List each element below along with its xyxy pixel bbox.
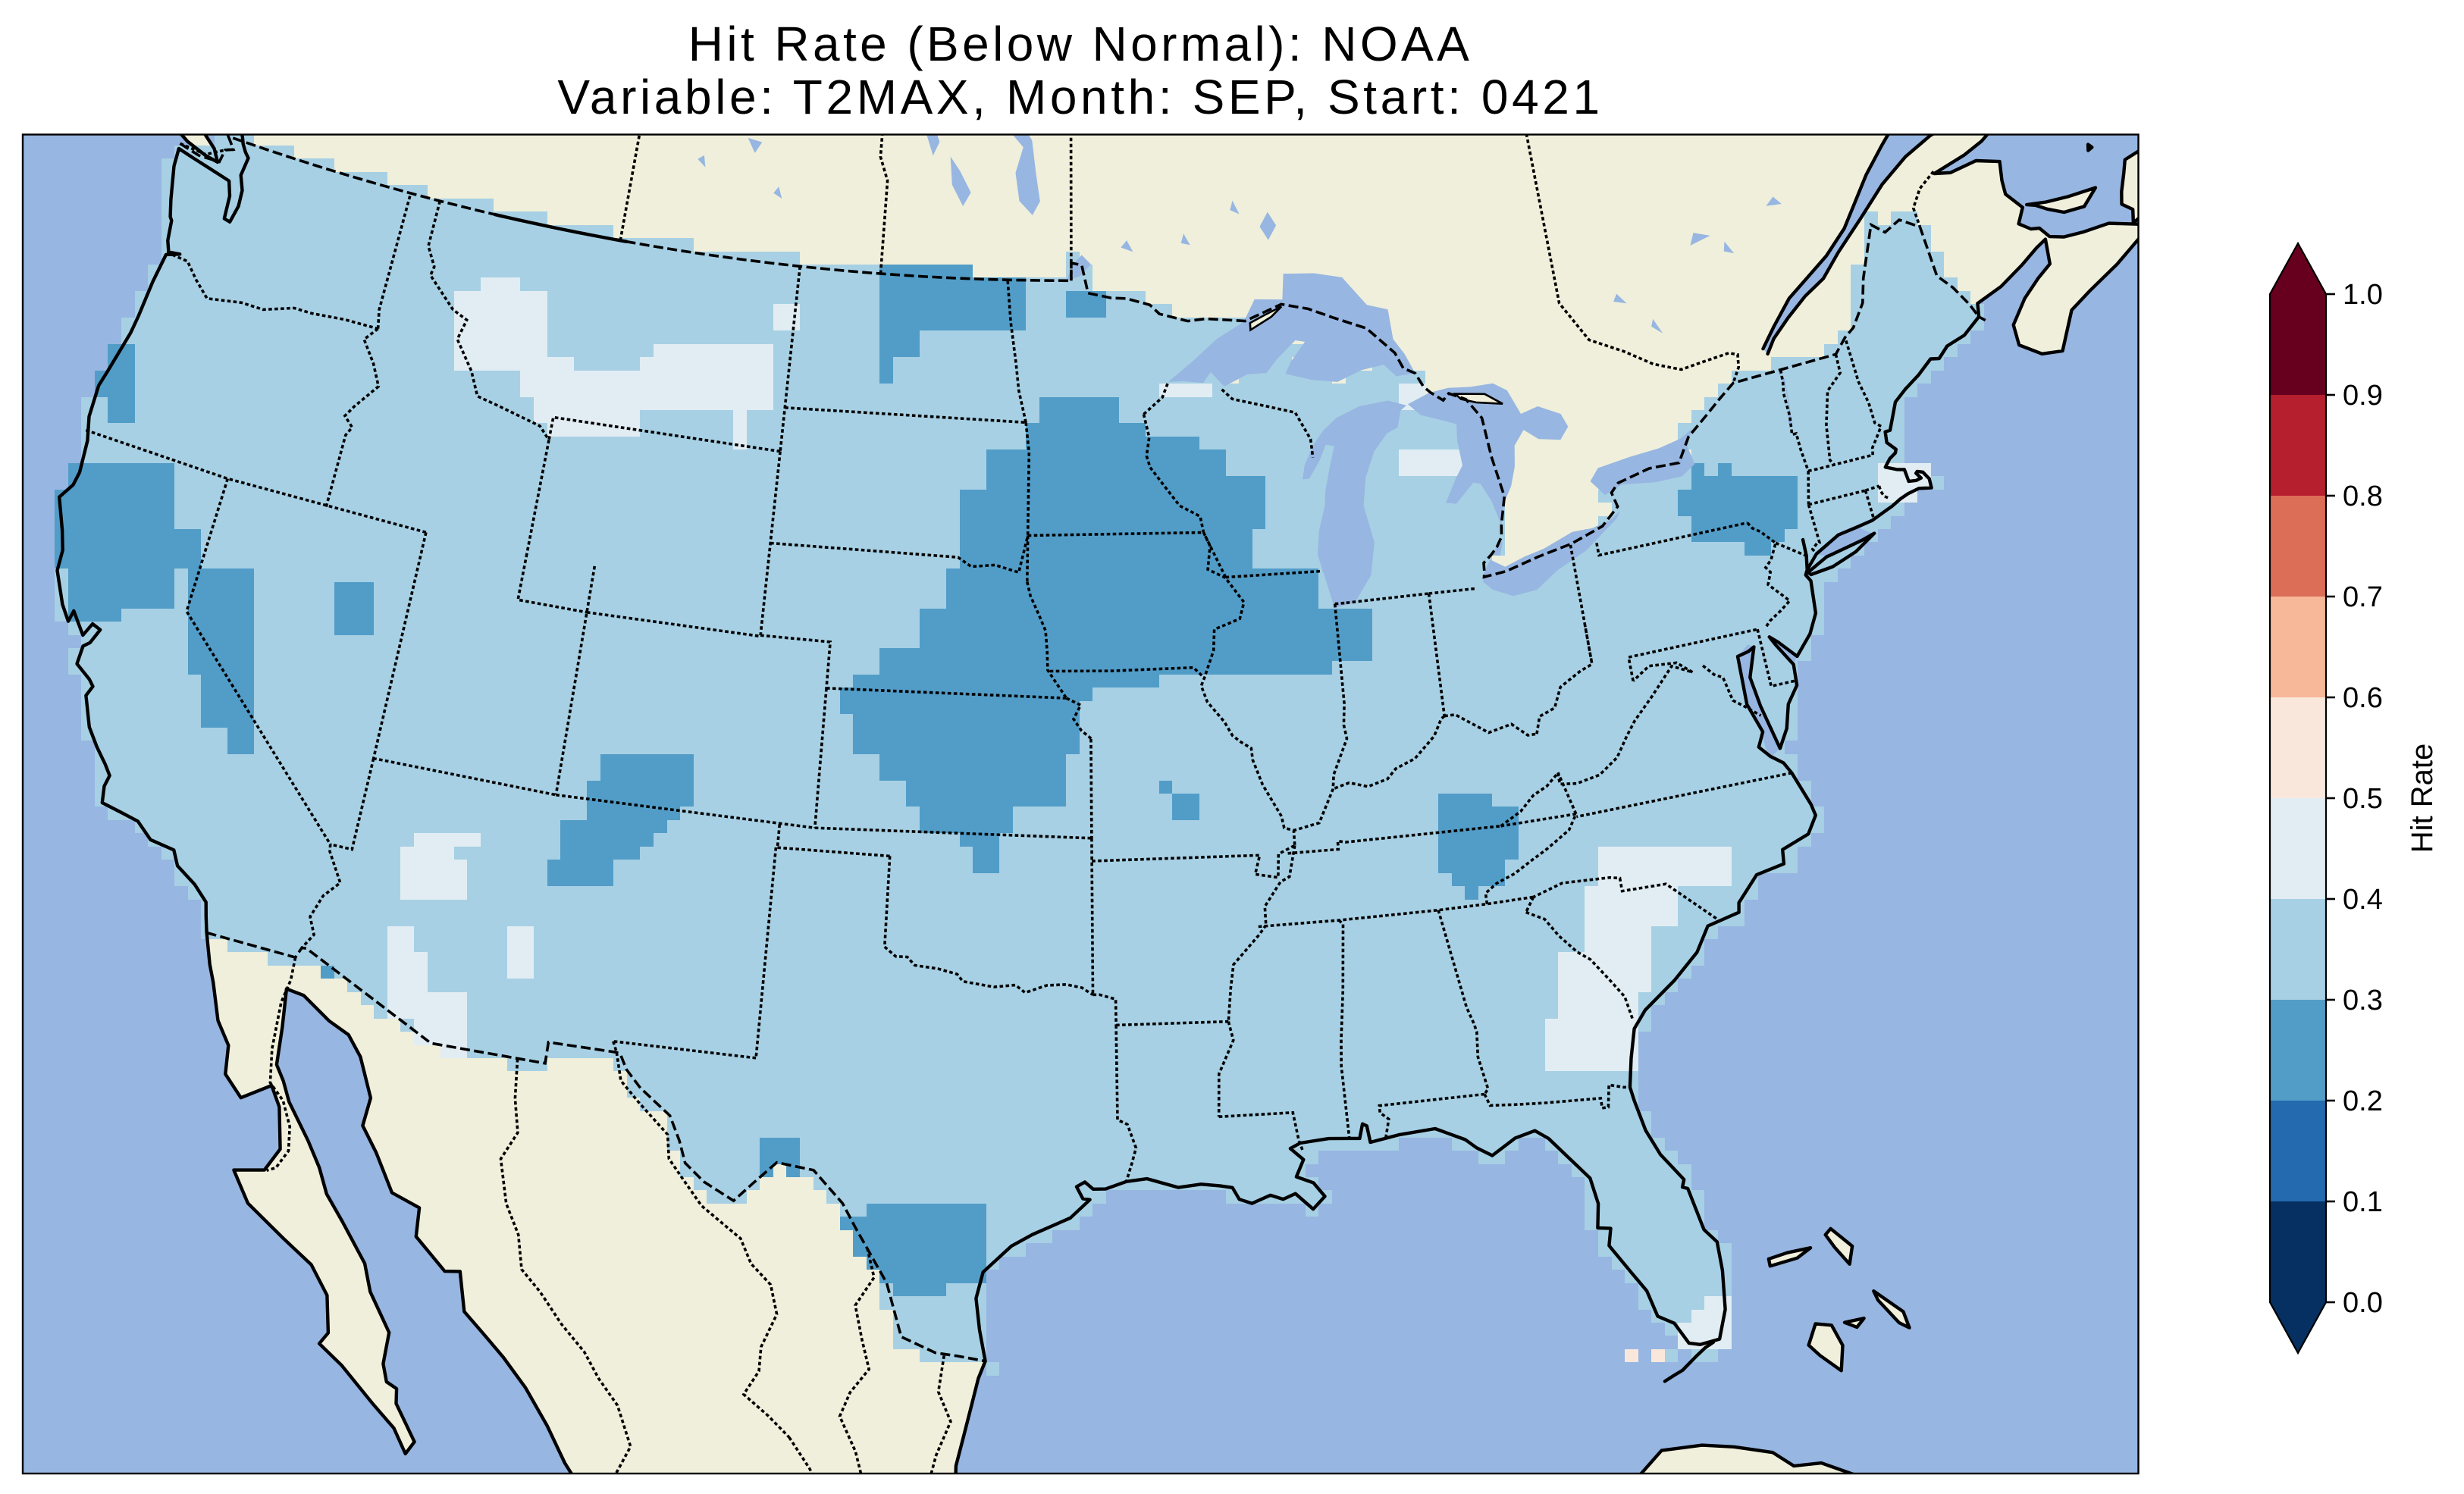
svg-text:0.4: 0.4 [2343, 884, 2383, 916]
svg-text:0.0: 0.0 [2343, 1287, 2383, 1319]
svg-text:0.8: 0.8 [2343, 481, 2383, 512]
svg-text:0.3: 0.3 [2343, 985, 2383, 1016]
svg-text:0.1: 0.1 [2343, 1186, 2383, 1218]
svg-text:0.6: 0.6 [2343, 682, 2383, 714]
svg-text:0.9: 0.9 [2343, 380, 2383, 412]
svg-text:Hit Rate (Below Normal): NOAA: Hit Rate (Below Normal): NOAA [688, 17, 1472, 71]
svg-text:Variable: T2MAX, Month: SEP, S: Variable: T2MAX, Month: SEP, Start: 0421 [557, 70, 1603, 124]
svg-text:1.0: 1.0 [2343, 279, 2383, 311]
svg-text:0.5: 0.5 [2343, 783, 2383, 815]
svg-text:0.7: 0.7 [2343, 581, 2383, 613]
svg-text:Hit Rate: Hit Rate [2406, 744, 2439, 853]
svg-text:0.2: 0.2 [2343, 1085, 2383, 1117]
